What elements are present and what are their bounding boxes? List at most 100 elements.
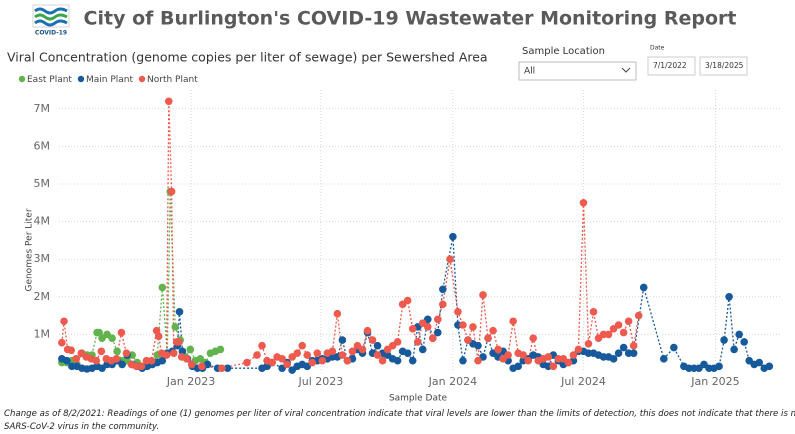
data-point — [67, 346, 75, 354]
data-point — [318, 356, 327, 365]
data-point — [117, 328, 126, 337]
data-point — [449, 232, 457, 241]
data-point — [164, 97, 173, 106]
date-start-input[interactable] — [647, 56, 696, 76]
data-point — [509, 317, 517, 326]
data-point — [725, 293, 733, 301]
data-point — [363, 326, 372, 335]
data-point — [715, 362, 723, 371]
y-tick-label: 5M — [34, 177, 51, 190]
legend-label: Main Plant — [86, 75, 133, 85]
data-point — [574, 345, 583, 354]
data-point — [178, 347, 187, 356]
data-point — [158, 356, 167, 365]
series-line — [61, 191, 221, 368]
location-dropdown[interactable] — [518, 61, 637, 81]
data-point — [378, 356, 387, 365]
data-point — [544, 353, 553, 361]
data-point — [303, 351, 312, 359]
dropdown-chevron — [621, 67, 631, 73]
data-point — [629, 341, 638, 350]
data-point — [489, 326, 497, 335]
data-point — [223, 364, 232, 373]
data-point — [108, 334, 116, 342]
data-point — [154, 332, 163, 341]
data-point — [584, 340, 593, 348]
report: COVID-19 City of Burlington's COVID-19 W… — [7, 4, 780, 404]
data-point — [469, 323, 477, 331]
data-point — [403, 349, 412, 358]
data-point — [175, 338, 183, 346]
data-point — [182, 355, 191, 363]
data-point — [373, 351, 382, 359]
data-point — [328, 347, 337, 356]
data-point — [629, 349, 638, 358]
data-point — [735, 330, 743, 339]
data-point — [283, 360, 291, 369]
x-tick-label: Jul 2023 — [297, 375, 343, 388]
data-point — [147, 356, 156, 365]
legend-marker — [77, 75, 85, 83]
data-point — [634, 311, 643, 320]
data-point — [519, 351, 527, 359]
data-point — [479, 291, 487, 299]
data-point — [434, 315, 442, 324]
data-point — [92, 356, 101, 365]
data-point — [549, 362, 558, 371]
y-tick-label: 2M — [34, 290, 51, 303]
data-point — [218, 364, 226, 373]
data-point — [459, 356, 467, 365]
data-point — [268, 358, 276, 367]
data-point — [278, 355, 286, 363]
data-point — [122, 349, 131, 358]
y-tick-label: 7M — [34, 102, 51, 115]
y-tick-label: 6M — [34, 139, 51, 152]
y-tick-label: 4M — [34, 215, 51, 228]
filter-label: Sample Location — [522, 46, 605, 57]
data-point — [313, 349, 322, 358]
data-point — [413, 338, 422, 346]
data-point — [393, 356, 402, 365]
data-point — [459, 321, 467, 329]
data-point — [298, 341, 307, 350]
x-axis-title: Sample Date — [389, 394, 448, 404]
data-point — [393, 338, 402, 346]
data-point — [408, 356, 417, 365]
page-title: City of Burlington's COVID-19 Wastewater… — [84, 8, 737, 30]
data-point — [112, 355, 121, 363]
data-point — [765, 362, 774, 371]
data-point — [118, 360, 126, 369]
data-point — [137, 362, 146, 371]
data-point — [333, 309, 342, 318]
data-point — [730, 345, 738, 354]
data-point — [609, 355, 618, 363]
legend-label: North Plant — [147, 75, 198, 85]
data-point — [454, 308, 462, 316]
data-point — [614, 349, 623, 358]
data-point — [579, 199, 588, 207]
data-point — [408, 324, 417, 333]
data-point — [670, 343, 678, 352]
data-point — [72, 355, 81, 363]
data-point — [639, 283, 648, 292]
data-point — [293, 349, 301, 358]
data-point — [60, 317, 68, 326]
data-point — [338, 351, 347, 359]
data-point — [589, 308, 598, 316]
footnote: Change as of 8/2/2021: Readings of one (… — [4, 409, 795, 432]
data-point — [368, 336, 377, 344]
data-point — [186, 345, 195, 354]
data-point — [169, 349, 178, 358]
data-point — [243, 358, 251, 367]
x-tick-label: Jan 2023 — [166, 375, 215, 388]
date-end-input[interactable] — [699, 56, 748, 76]
data-point — [494, 345, 502, 354]
series-line — [61, 101, 640, 369]
data-point — [504, 351, 512, 359]
filter-label: Date — [650, 45, 665, 52]
legend-marker — [138, 75, 146, 83]
data-point — [474, 356, 482, 365]
chart-title: Viral Concentration (genome copies per l… — [7, 50, 488, 65]
x-tick-label: Jan 2024 — [428, 375, 477, 388]
